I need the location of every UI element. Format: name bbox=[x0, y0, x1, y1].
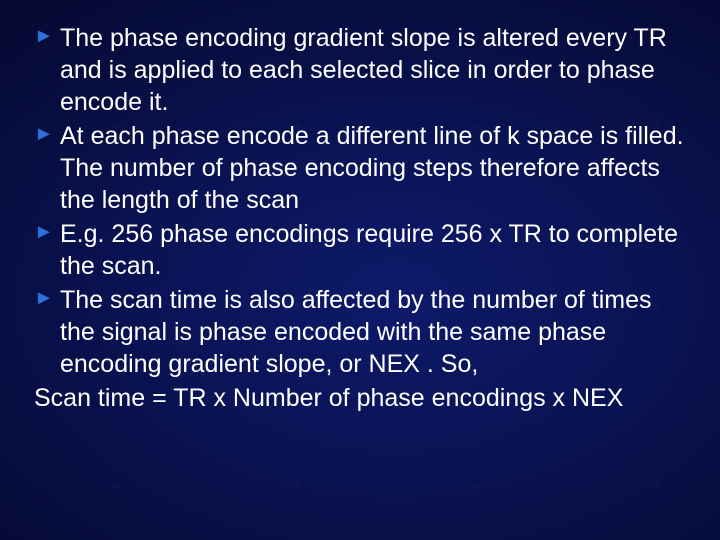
bullet-text: E.g. 256 phase encodings require 256 x T… bbox=[60, 220, 678, 280]
closing-formula: Scan time = TR x Number of phase encodin… bbox=[34, 382, 686, 415]
list-item: The scan time is also affected by the nu… bbox=[34, 284, 686, 380]
list-item: E.g. 256 phase encodings require 256 x T… bbox=[34, 218, 686, 282]
list-item: At each phase encode a different line of… bbox=[34, 120, 686, 216]
slide-body: The phase encoding gradient slope is alt… bbox=[0, 0, 720, 540]
bullet-text: At each phase encode a different line of… bbox=[60, 122, 684, 214]
bullet-text: The scan time is also affected by the nu… bbox=[60, 286, 652, 378]
list-item: The phase encoding gradient slope is alt… bbox=[34, 22, 686, 118]
bullet-text: The phase encoding gradient slope is alt… bbox=[60, 24, 667, 116]
bullet-list: The phase encoding gradient slope is alt… bbox=[34, 22, 686, 380]
